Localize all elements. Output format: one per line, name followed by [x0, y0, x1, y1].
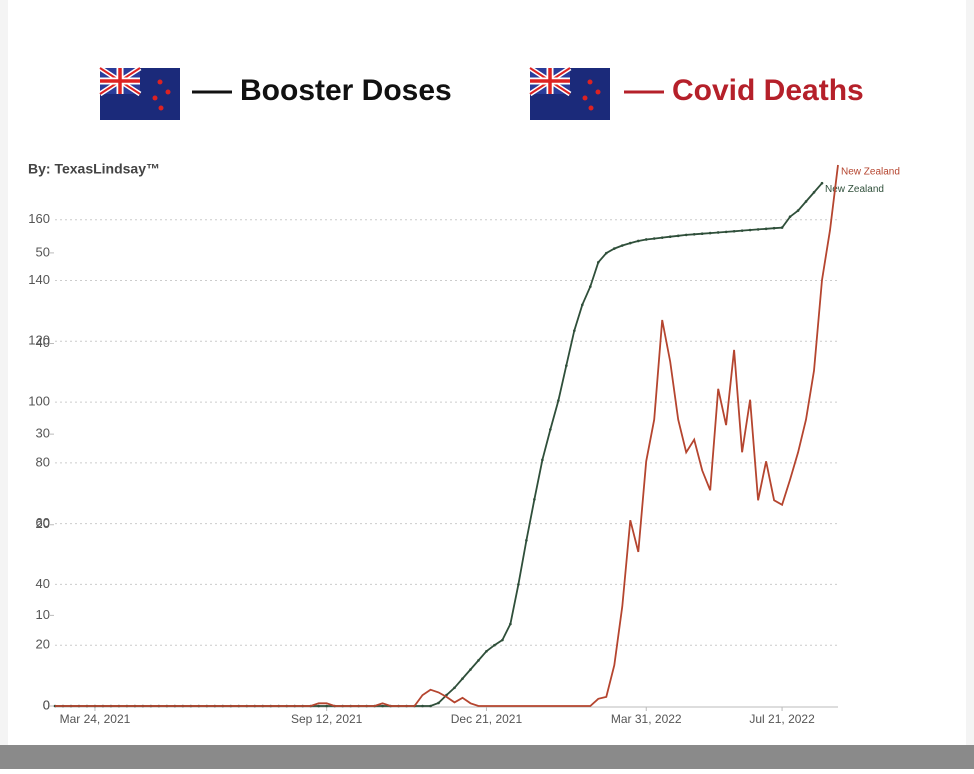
- series-point: [684, 233, 688, 237]
- series-point: [748, 228, 752, 232]
- x-tick-label: Mar 24, 2021: [60, 712, 131, 726]
- series-point: [796, 209, 800, 212]
- y-tick-label: 140: [28, 272, 50, 287]
- series-point: [660, 236, 664, 239]
- series-label: New Zealand: [841, 167, 900, 178]
- series-label: New Zealand: [825, 184, 884, 195]
- panel: [8, 0, 966, 745]
- series-point: [740, 229, 744, 232]
- legend-title: Covid Deaths: [672, 74, 864, 107]
- bottom-bar: [0, 745, 974, 769]
- y-tick-label: 40: [36, 576, 50, 591]
- y2-tick-label: 40: [36, 335, 50, 350]
- series-point: [469, 668, 472, 671]
- y2-tick-label: 10: [36, 607, 50, 622]
- series-point: [477, 659, 480, 662]
- series-point: [644, 238, 648, 241]
- legend-title: Booster Doses: [240, 74, 452, 107]
- series-point: [509, 622, 512, 626]
- series-point: [676, 234, 680, 238]
- series-point: [708, 231, 712, 235]
- series-point: [525, 539, 528, 542]
- flag-left: [98, 65, 180, 120]
- series-point: [812, 191, 816, 194]
- series-point: [700, 232, 704, 235]
- series-point: [620, 244, 624, 247]
- series-point: [732, 229, 736, 233]
- y-tick-label: 20: [36, 637, 50, 652]
- series-point: [421, 704, 424, 708]
- series-point: [581, 303, 584, 307]
- x-tick-label: Dec 21, 2021: [451, 712, 523, 726]
- series-point: [597, 260, 600, 264]
- y2-tick-label: 50: [36, 244, 50, 259]
- series-point: [772, 226, 776, 230]
- series-point: [716, 231, 720, 234]
- series-point: [453, 686, 456, 690]
- series-point: [549, 428, 552, 431]
- series-point: [764, 227, 768, 231]
- series-point: [517, 583, 520, 586]
- x-tick-label: Mar 31, 2022: [611, 712, 682, 726]
- series-point: [573, 329, 576, 332]
- y-tick-label: 160: [28, 211, 50, 226]
- x-tick-label: Jul 21, 2022: [749, 712, 815, 726]
- series-point: [636, 239, 640, 243]
- series-point: [589, 285, 592, 288]
- y2-tick-label: 0: [43, 697, 50, 712]
- series-point: [541, 458, 544, 462]
- series-point: [788, 215, 792, 218]
- series-line: [55, 164, 839, 707]
- series-point: [501, 638, 504, 642]
- y-tick-label: 100: [28, 394, 50, 409]
- series-point: [485, 649, 488, 653]
- series-point: [437, 701, 440, 705]
- series-point: [325, 704, 328, 708]
- y-tick-label: 120: [28, 333, 50, 348]
- x-tick-label: Sep 12, 2021: [291, 712, 363, 726]
- series-point: [780, 226, 784, 229]
- series-point: [604, 251, 608, 255]
- series-point: [804, 200, 808, 203]
- series-point: [429, 704, 432, 708]
- series-point: [493, 643, 496, 647]
- series-point: [820, 181, 824, 185]
- series-point: [668, 235, 672, 239]
- y2-tick-label: 20: [36, 516, 50, 531]
- series-point: [317, 704, 320, 708]
- series-point: [652, 237, 656, 240]
- y-tick-label: 80: [36, 454, 50, 469]
- series-point: [692, 232, 696, 236]
- series-point: [724, 230, 728, 234]
- series-point: [756, 228, 760, 231]
- series-point: [557, 399, 560, 402]
- y2-tick-label: 30: [36, 426, 50, 441]
- flag-right: [528, 65, 610, 120]
- series-point: [381, 704, 384, 708]
- series-point: [628, 241, 632, 245]
- series-point: [533, 498, 536, 501]
- series-point: [565, 364, 568, 367]
- byline: By: TexasLindsay™: [28, 161, 160, 177]
- y-tick-label: 0: [43, 697, 50, 712]
- y-tick-label: 60: [36, 515, 50, 530]
- series-point: [461, 677, 464, 680]
- series-point: [612, 247, 616, 250]
